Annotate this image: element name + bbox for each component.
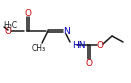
Text: O: O [86, 59, 92, 67]
Text: HN: HN [72, 41, 86, 49]
Text: N: N [63, 26, 69, 36]
Text: CH₃: CH₃ [32, 43, 46, 53]
Text: O: O [24, 8, 31, 18]
Text: H₃C: H₃C [3, 21, 17, 29]
Text: O: O [97, 41, 103, 49]
Text: O: O [4, 26, 12, 36]
